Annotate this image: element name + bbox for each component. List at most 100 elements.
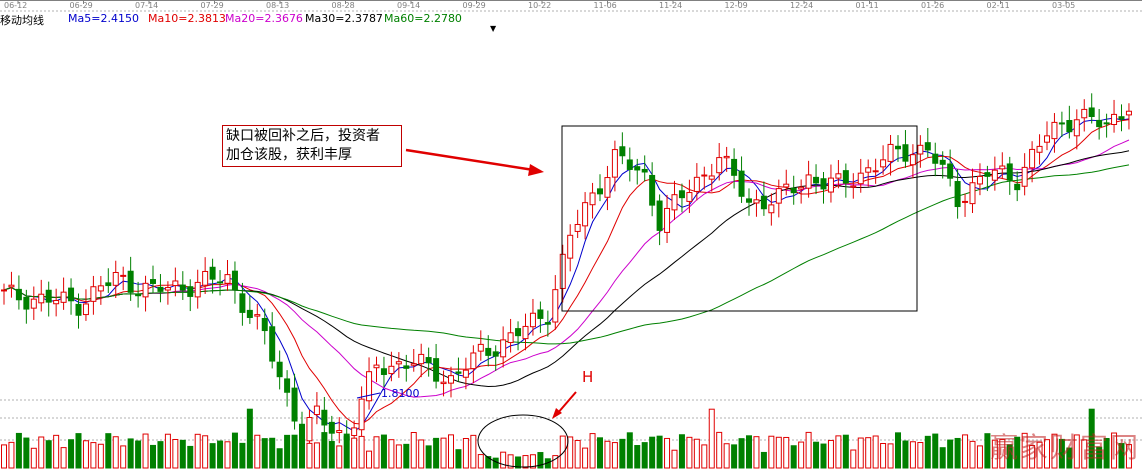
volume-bar (485, 456, 492, 469)
candle-body (321, 409, 328, 426)
volume-bar (120, 445, 127, 469)
candle-body (194, 281, 201, 298)
volume-bar (30, 447, 37, 469)
volume-bar (857, 437, 864, 469)
volume-bar (127, 438, 134, 469)
volume-bar (135, 440, 142, 469)
candle-body (150, 279, 156, 284)
candle-body (500, 339, 507, 358)
candle-body (246, 309, 253, 318)
volume-bar (254, 434, 261, 469)
volume-bar (522, 455, 529, 469)
volume-bar (321, 432, 328, 469)
volume-bar (880, 443, 887, 469)
volume-bar (969, 440, 976, 469)
candle-body (865, 167, 872, 173)
volume-bar (693, 438, 700, 469)
candle-body (537, 309, 544, 319)
candle-body (842, 170, 849, 184)
candle-body (895, 145, 901, 150)
candle-body (328, 421, 335, 434)
candle-body (805, 174, 812, 189)
candle-body (1, 289, 7, 292)
candle-body (45, 289, 52, 303)
volume-bar (1021, 432, 1028, 469)
volume-bar (1058, 438, 1065, 469)
volume-bar (418, 439, 425, 469)
candle-body (410, 363, 417, 366)
candle-body (820, 178, 827, 190)
candle-body (969, 182, 976, 205)
volume-bar (842, 434, 849, 469)
volume-bar (529, 454, 536, 469)
candle-body (1014, 183, 1021, 191)
candle-body (440, 381, 447, 385)
candle-body (217, 281, 224, 284)
volume-bar (194, 433, 201, 469)
candle-body (291, 387, 298, 422)
dropdown-arrow-icon[interactable]: ▼ (490, 24, 497, 33)
volume-bar (172, 438, 179, 469)
volume-bar (1014, 436, 1021, 469)
candle-body (783, 183, 790, 188)
candle-body (775, 188, 782, 204)
volume-bars (1, 408, 1132, 469)
candle-body (693, 176, 700, 192)
ma20-label: Ma20=2.3676 (225, 12, 303, 25)
volume-bar (611, 442, 618, 469)
volume-bar (902, 440, 909, 469)
volume-bar (373, 436, 380, 469)
volume-bar (164, 433, 171, 469)
volume-bar (567, 436, 574, 469)
candle-body (97, 285, 104, 292)
candle-body (8, 284, 15, 288)
volume-bar (1006, 444, 1013, 469)
volume-bar (187, 445, 194, 469)
candle-body (835, 173, 842, 179)
volume-bar (75, 433, 82, 469)
volume-bar (604, 440, 611, 469)
volume-bar (209, 443, 216, 469)
candle-body (380, 368, 387, 375)
volume-bar (932, 433, 939, 469)
candle-body (827, 177, 834, 193)
volume-bar (1125, 444, 1132, 469)
volume-bar (1029, 445, 1036, 469)
candle-body (567, 234, 574, 259)
candle-body (90, 286, 97, 302)
volume-bar (634, 445, 641, 469)
candle-body (425, 357, 432, 364)
low-price-label: 1.8100 (381, 387, 420, 400)
moving-average-lines (3, 117, 1130, 432)
candle-body (1111, 113, 1118, 125)
annotation-arrow (405, 148, 541, 173)
ma30-label: Ma30=2.3787 (305, 12, 383, 25)
volume-bar (626, 432, 633, 469)
candle-body (701, 174, 708, 177)
volume-bar (1044, 439, 1050, 469)
low-marker-line (356, 392, 381, 399)
volume-bar (641, 442, 648, 469)
x-tick-label: 09-29 (463, 1, 486, 10)
volume-bar (1103, 437, 1110, 469)
watermark: 赢家财富网 (990, 431, 1141, 464)
candle-body (1021, 166, 1028, 187)
volume-bar (97, 443, 104, 469)
volume-bar (142, 433, 149, 469)
x-tick-label: 01-26 (921, 1, 944, 10)
volume-bar (507, 454, 514, 469)
x-tick-label: 11-24 (659, 1, 682, 10)
candle-body (284, 378, 291, 393)
x-tick-label: 06-12 (4, 1, 27, 10)
candle-body (30, 298, 37, 309)
volume-bar (783, 436, 790, 469)
candle-body (388, 365, 395, 375)
candle-body (582, 202, 589, 227)
volume-highlight-ellipse (477, 414, 569, 468)
volume-bar (597, 437, 603, 469)
volume-bar (850, 449, 857, 469)
candle-body (477, 343, 484, 352)
candle-body (1051, 121, 1058, 140)
candle-body (559, 253, 566, 289)
